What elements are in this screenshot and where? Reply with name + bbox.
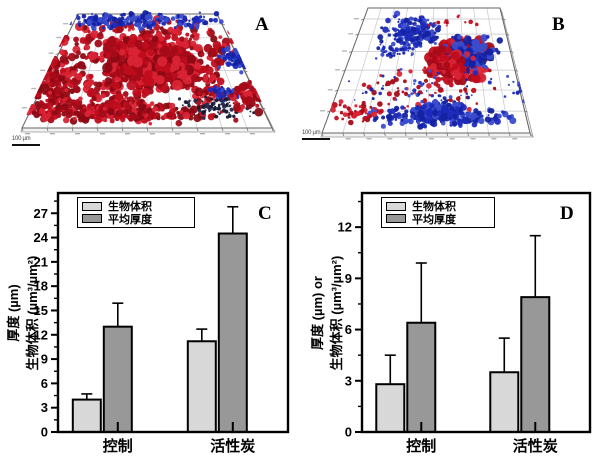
- chart-c-ylabel-line1: 厚度 (µm): [6, 284, 21, 342]
- y-tick-label: 6: [41, 376, 48, 391]
- biovolume-legend-label: 生物体积: [108, 201, 152, 214]
- x-tick-label: 控制: [103, 437, 133, 455]
- chart-d-legend-entry-biovolume: 生物体积: [386, 200, 489, 214]
- x-tick-label: 活性炭: [210, 437, 255, 455]
- panel-a-scalebar-text: 100 µm: [12, 136, 31, 142]
- panel-d-label: D: [560, 203, 574, 224]
- thickness-legend-label: 平均厚度: [412, 213, 456, 226]
- chart-c-legend-entry-biovolume: 生物体积: [82, 200, 189, 214]
- thickness-swatch: [386, 214, 406, 224]
- chart-c-legend: 生物体积 平均厚度: [77, 197, 195, 228]
- y-tick-label: 12: [338, 220, 352, 235]
- bar: [489, 371, 520, 433]
- bar: [217, 232, 248, 434]
- biovolume-legend-label: 生物体积: [412, 201, 456, 214]
- panel-c-label: C: [258, 203, 272, 224]
- chart-c-legend-entry-thickness: 平均厚度: [82, 213, 189, 226]
- y-tick-label: 15: [34, 303, 48, 318]
- biovolume-swatch: [386, 201, 406, 211]
- y-tick-label: 3: [345, 373, 352, 388]
- y-tick-label: 0: [41, 425, 48, 440]
- y-tick-label: 0: [345, 425, 352, 440]
- chart-d-ylabel-line1: 厚度 (µm) or: [310, 276, 325, 350]
- chart-d-legend: 生物体积 平均厚度: [381, 197, 495, 228]
- bar: [375, 383, 406, 433]
- bar: [71, 398, 102, 433]
- chart-d-legend-entry-thickness: 平均厚度: [386, 213, 489, 226]
- y-tick-label: 6: [345, 322, 352, 337]
- bar: [186, 340, 217, 433]
- plot-box: [360, 191, 592, 434]
- plot-box: [56, 191, 290, 434]
- panel-b-scalebar-text: 100 µm: [302, 130, 321, 136]
- biovolume-swatch: [82, 201, 102, 211]
- bar: [406, 321, 437, 433]
- panel-a-3d-biofilm-image: [20, 10, 276, 135]
- panel-a-scalebar-line: [12, 144, 40, 146]
- bar: [102, 325, 133, 433]
- y-tick-label: 9: [345, 271, 352, 286]
- y-tick-label: 18: [34, 279, 48, 294]
- x-tick-label: 控制: [406, 437, 436, 455]
- panel-a-label: A: [255, 14, 269, 35]
- y-tick-label: 27: [34, 206, 48, 221]
- chart-c-ylabel-line2: 生物体积 (µm³/µm²): [25, 255, 40, 371]
- panel-b-label: B: [552, 14, 565, 35]
- chart-c: 控制 活性炭 0 3 6 9 12 15 18 21 24 27: [34, 191, 290, 455]
- panel-b-scalebar-line: [302, 138, 330, 140]
- x-tick-label: 活性炭: [513, 437, 558, 455]
- y-tick-label: 24: [34, 230, 49, 245]
- thickness-swatch: [82, 214, 102, 224]
- panel-b-3d-biofilm-image: [320, 7, 534, 140]
- y-tick-label: 3: [41, 400, 48, 415]
- bar-charts-layer: 控制 活性炭 0 3 6 9 12 15 18 21 24 27 控制 活性炭 0 3 6 9 12: [34, 191, 592, 455]
- biomass-blobs: [23, 10, 265, 127]
- biomass-blobs: [330, 10, 531, 130]
- bar: [520, 296, 551, 433]
- y-tick-label: 21: [34, 254, 48, 269]
- chart-d-ylabel-line2: 生物体积 (µm³/µm²): [329, 255, 344, 371]
- panel-b-scalebar: 100 µm: [302, 130, 336, 140]
- thickness-legend-label: 平均厚度: [108, 213, 152, 226]
- chart-d: 控制 活性炭 0 3 6 9 12: [338, 191, 592, 455]
- y-tick-label: 9: [41, 352, 48, 367]
- panel-a-scalebar: 100 µm: [12, 136, 46, 146]
- y-tick-label: 12: [34, 327, 48, 342]
